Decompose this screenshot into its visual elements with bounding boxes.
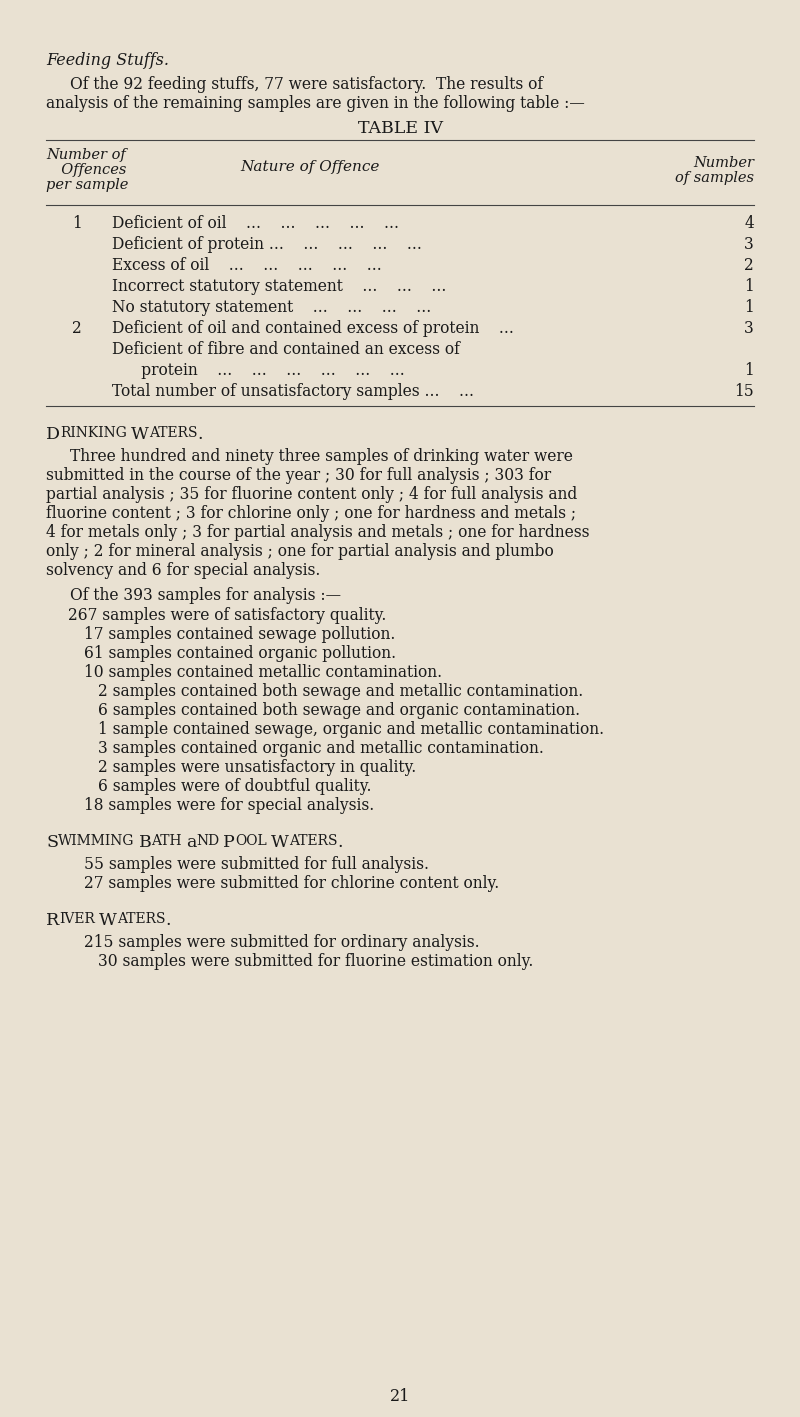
Text: Nature of Offence: Nature of Offence: [240, 160, 380, 174]
Text: ATERS: ATERS: [117, 913, 166, 925]
Text: 4: 4: [744, 215, 754, 232]
Text: 2 samples were unsatisfactory in quality.: 2 samples were unsatisfactory in quality…: [98, 760, 416, 777]
Text: W: W: [270, 835, 289, 852]
Text: a: a: [186, 835, 196, 852]
Text: Incorrect statutory statement    ...    ...    ...: Incorrect statutory statement ... ... ..…: [112, 278, 446, 295]
Text: .: .: [198, 427, 202, 444]
Text: P: P: [223, 835, 235, 852]
Text: ATERS: ATERS: [149, 427, 198, 441]
Text: ND: ND: [196, 835, 219, 847]
Text: 6 samples were of doubtful quality.: 6 samples were of doubtful quality.: [98, 778, 371, 795]
Text: partial analysis ; 35 for fluorine content only ; 4 for full analysis and: partial analysis ; 35 for fluorine conte…: [46, 486, 578, 503]
Text: Offences: Offences: [52, 163, 126, 177]
Text: WIMMING: WIMMING: [58, 835, 134, 847]
Text: Excess of oil    ...    ...    ...    ...    ...: Excess of oil ... ... ... ... ...: [112, 256, 382, 273]
Text: only ; 2 for mineral analysis ; one for partial analysis and plumbo: only ; 2 for mineral analysis ; one for …: [46, 543, 554, 560]
Text: No statutory statement    ...    ...    ...    ...: No statutory statement ... ... ... ...: [112, 299, 431, 316]
Text: fluorine content ; 3 for chlorine only ; one for hardness and metals ;: fluorine content ; 3 for chlorine only ;…: [46, 504, 576, 521]
Text: ATH: ATH: [151, 835, 182, 847]
Text: 30 samples were submitted for fluorine estimation only.: 30 samples were submitted for fluorine e…: [98, 954, 534, 971]
Text: ATERS: ATERS: [289, 835, 337, 847]
Text: 3 samples contained organic and metallic contamination.: 3 samples contained organic and metallic…: [98, 740, 544, 757]
Text: .: .: [337, 835, 342, 852]
Text: W: W: [131, 427, 149, 444]
Text: Number: Number: [693, 156, 754, 170]
Text: Deficient of fibre and contained an excess of: Deficient of fibre and contained an exce…: [112, 341, 460, 359]
Text: 2: 2: [72, 320, 82, 337]
Text: Of the 92 feeding stuffs, 77 were satisfactory.  The results of: Of the 92 feeding stuffs, 77 were satisf…: [70, 77, 543, 94]
Text: 10 samples contained metallic contamination.: 10 samples contained metallic contaminat…: [84, 665, 442, 682]
Text: IVER: IVER: [59, 913, 95, 925]
Text: Three hundred and ninety three samples of drinking water were: Three hundred and ninety three samples o…: [70, 448, 573, 465]
Text: Number of: Number of: [46, 147, 126, 162]
Text: Deficient of oil    ...    ...    ...    ...    ...: Deficient of oil ... ... ... ... ...: [112, 215, 399, 232]
Text: 1: 1: [744, 299, 754, 316]
Text: TABLE IV: TABLE IV: [358, 120, 442, 137]
Text: of samples: of samples: [675, 171, 754, 186]
Text: 1 sample contained sewage, organic and metallic contamination.: 1 sample contained sewage, organic and m…: [98, 721, 604, 738]
Text: 1: 1: [72, 215, 82, 232]
Text: 2: 2: [744, 256, 754, 273]
Text: OOL: OOL: [235, 835, 266, 847]
Text: 1: 1: [744, 278, 754, 295]
Text: B: B: [138, 835, 151, 852]
Text: R: R: [46, 913, 59, 930]
Text: Of the 393 samples for analysis :—: Of the 393 samples for analysis :—: [70, 587, 341, 604]
Text: .: .: [166, 913, 171, 930]
Text: Deficient of protein ...    ...    ...    ...    ...: Deficient of protein ... ... ... ... ...: [112, 237, 422, 254]
Text: 6 samples contained both sewage and organic contamination.: 6 samples contained both sewage and orga…: [98, 701, 580, 718]
Text: 2 samples contained both sewage and metallic contamination.: 2 samples contained both sewage and meta…: [98, 683, 583, 700]
Text: W: W: [99, 913, 117, 930]
Text: 3: 3: [744, 237, 754, 254]
Text: 27 samples were submitted for chlorine content only.: 27 samples were submitted for chlorine c…: [84, 876, 499, 891]
Text: Total number of unsatisfactory samples ...    ...: Total number of unsatisfactory samples .…: [112, 383, 474, 400]
Text: RINKING: RINKING: [60, 427, 127, 441]
Text: Deficient of oil and contained excess of protein    ...: Deficient of oil and contained excess of…: [112, 320, 514, 337]
Text: 15: 15: [734, 383, 754, 400]
Text: per sample: per sample: [46, 179, 128, 191]
Text: D: D: [46, 427, 60, 444]
Text: 215 samples were submitted for ordinary analysis.: 215 samples were submitted for ordinary …: [84, 934, 480, 951]
Text: S: S: [46, 835, 58, 852]
Text: 267 samples were of satisfactory quality.: 267 samples were of satisfactory quality…: [68, 606, 386, 623]
Text: protein    ...    ...    ...    ...    ...    ...: protein ... ... ... ... ... ...: [112, 361, 405, 378]
Text: 61 samples contained organic pollution.: 61 samples contained organic pollution.: [84, 645, 396, 662]
Text: submitted in the course of the year ; 30 for full analysis ; 303 for: submitted in the course of the year ; 30…: [46, 468, 551, 485]
Text: 1: 1: [744, 361, 754, 378]
Text: 3: 3: [744, 320, 754, 337]
Text: 4 for metals only ; 3 for partial analysis and metals ; one for hardness: 4 for metals only ; 3 for partial analys…: [46, 524, 590, 541]
Text: 17 samples contained sewage pollution.: 17 samples contained sewage pollution.: [84, 626, 395, 643]
Text: 21: 21: [390, 1389, 410, 1406]
Text: 18 samples were for special analysis.: 18 samples were for special analysis.: [84, 796, 374, 813]
Text: analysis of the remaining samples are given in the following table :—: analysis of the remaining samples are gi…: [46, 95, 585, 112]
Text: 55 samples were submitted for full analysis.: 55 samples were submitted for full analy…: [84, 856, 429, 873]
Text: solvency and 6 for special analysis.: solvency and 6 for special analysis.: [46, 563, 320, 580]
Text: Feeding Stuffs.: Feeding Stuffs.: [46, 52, 169, 69]
